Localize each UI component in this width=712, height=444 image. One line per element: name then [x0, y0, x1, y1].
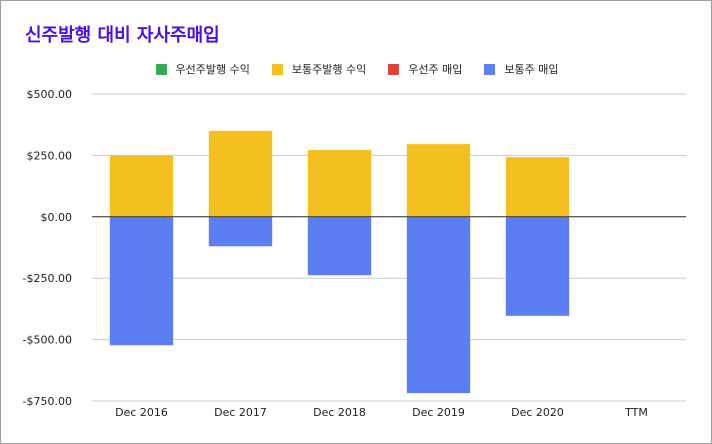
chart-title: 신주발행 대비 자사주매입	[25, 25, 220, 46]
legend-swatch-preferred-issue	[155, 63, 167, 75]
legend-swatch-common-buyback	[484, 63, 496, 75]
legend-label-preferred-buyback: 우선주 매입	[408, 63, 463, 76]
x-tick-label: Dec 2020	[511, 406, 564, 419]
x-tick-label: Dec 2016	[115, 406, 168, 419]
legend-item-preferred-issue[interactable]: 우선주발행 수익	[155, 59, 250, 79]
legend-swatch-preferred-buyback	[388, 63, 400, 75]
legend-label-common-buyback: 보통주 매입	[504, 63, 559, 76]
x-tick-label: TTM	[624, 406, 648, 419]
y-tick-label: $500.00	[27, 88, 73, 101]
y-tick-label: $0.00	[41, 211, 73, 224]
legend-item-common-issue[interactable]: 보통주발행 수익	[271, 59, 367, 79]
y-tick-label: -$500.00	[23, 334, 72, 347]
y-tick-label: -$250.00	[23, 272, 72, 285]
legend-label-preferred-issue: 우선주발행 수익	[175, 63, 250, 76]
bar-common-buyback-2	[307, 216, 372, 276]
legend-label-common-issue: 보통주발행 수익	[291, 63, 367, 76]
bar-common-issue-0	[109, 155, 174, 217]
legend-item-common-buyback[interactable]: 보통주 매입	[484, 59, 558, 79]
y-tick-label: -$750.00	[23, 395, 72, 408]
chart-legend: 우선주발행 수익 보통주발행 수익 우선주 매입 보통주 매입	[1, 59, 712, 79]
x-tick-label: Dec 2017	[214, 406, 267, 419]
bar-common-issue-4	[505, 157, 570, 217]
legend-swatch-common-issue	[271, 63, 283, 75]
bar-common-issue-1	[208, 130, 273, 217]
x-tick-label: Dec 2019	[412, 406, 465, 419]
bar-common-buyback-0	[109, 216, 174, 346]
y-tick-label: $250.00	[27, 149, 73, 162]
bar-common-buyback-3	[406, 216, 471, 394]
bar-common-buyback-1	[208, 216, 273, 247]
legend-item-preferred-buyback[interactable]: 우선주 매입	[388, 59, 462, 79]
x-tick-label: Dec 2018	[313, 406, 366, 419]
bar-common-issue-2	[307, 149, 372, 217]
bar-common-issue-3	[406, 144, 471, 217]
bar-common-buyback-4	[505, 216, 570, 316]
